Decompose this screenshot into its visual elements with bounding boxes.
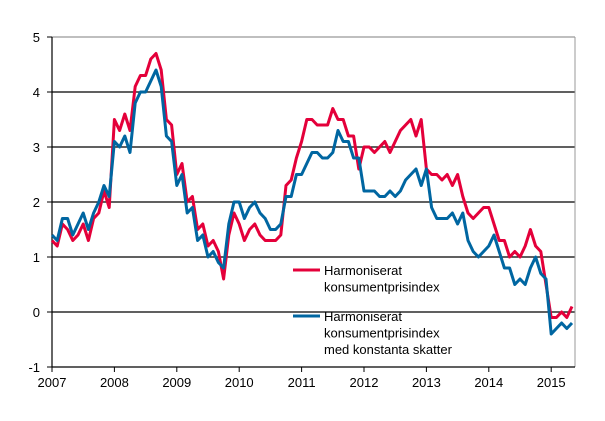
legend-label: Harmoniserat bbox=[324, 263, 402, 278]
x-tick-label: 2008 bbox=[100, 375, 129, 390]
legend-label: konsumentprisindex bbox=[324, 280, 440, 295]
legend-label: Harmoniserat bbox=[324, 309, 402, 324]
y-tick-label: 3 bbox=[33, 140, 40, 155]
x-tick-label: 2013 bbox=[412, 375, 441, 390]
y-tick-label: 0 bbox=[33, 305, 40, 320]
axes bbox=[47, 36, 576, 372]
series-line-2 bbox=[50, 68, 574, 336]
y-tick-label: -1 bbox=[28, 360, 40, 375]
x-tick-label: 2011 bbox=[288, 375, 316, 390]
series-line-1 bbox=[50, 52, 574, 319]
y-tick-label: 5 bbox=[33, 30, 40, 45]
y-tick-labels: -1 0 1 2 3 4 5 bbox=[28, 30, 40, 375]
x-tick-label: 2007 bbox=[38, 375, 67, 390]
x-tick-labels: 2007 2008 2009 2010 2011 2012 2013 2014 2015 bbox=[38, 375, 566, 390]
legend: Harmoniserat konsumentprisindex Harmoniser… bbox=[293, 263, 453, 357]
x-tick-label: 2015 bbox=[537, 375, 566, 390]
legend-label: med konstanta skatter bbox=[324, 342, 453, 357]
x-tick-label: 2010 bbox=[225, 375, 254, 390]
x-tick-label: 2012 bbox=[350, 375, 379, 390]
series-lines bbox=[50, 52, 574, 336]
y-tick-label: 1 bbox=[33, 250, 40, 265]
x-tick-label: 2014 bbox=[474, 375, 503, 390]
y-tick-label: 2 bbox=[33, 195, 40, 210]
legend-label: konsumentprisindex bbox=[324, 326, 440, 341]
x-tick-label: 2009 bbox=[162, 375, 191, 390]
y-tick-label: 4 bbox=[33, 85, 40, 100]
